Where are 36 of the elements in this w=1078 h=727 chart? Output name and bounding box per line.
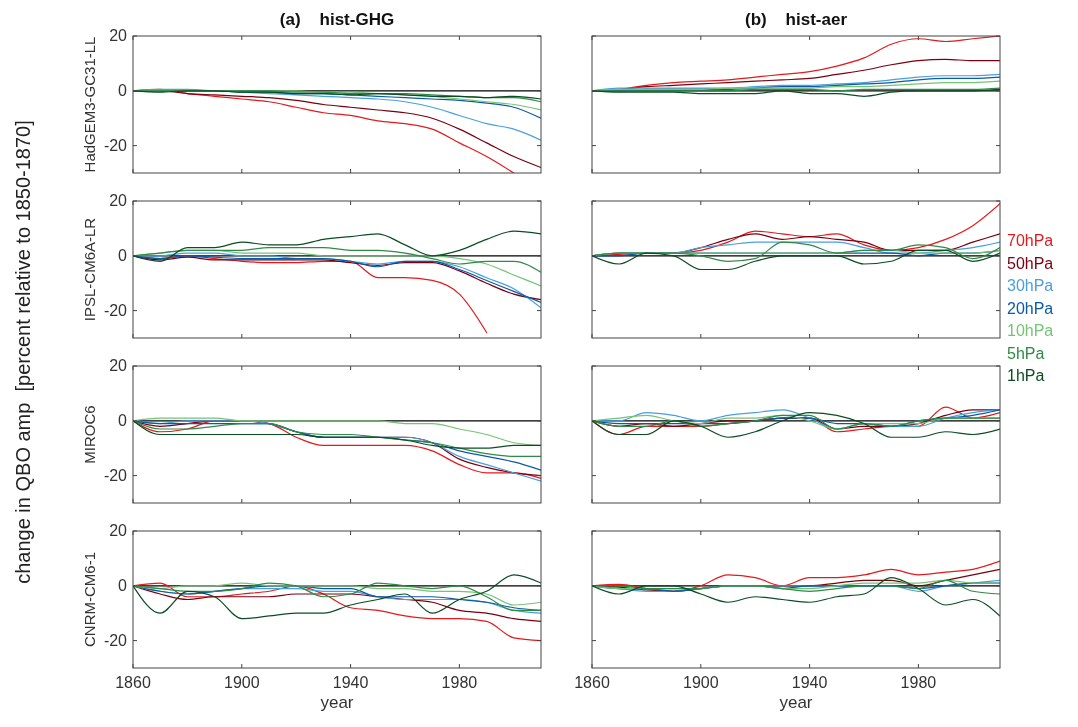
- y-tick-label: 20: [109, 27, 128, 44]
- text: 20hPa: [1007, 299, 1054, 317]
- series-label: 70hPa: [1007, 232, 1054, 249]
- y-axis-title: CNRM-CM6-1: [81, 552, 98, 647]
- y-tick-label: -20: [103, 631, 128, 649]
- x-tick-label: 1940: [332, 674, 369, 691]
- x-tick-label: 1860: [115, 674, 151, 691]
- y-tick-label: 20: [109, 357, 128, 374]
- y-tick-label: 20: [109, 522, 128, 539]
- y-axis-title: HadGEM3-GC31-LL: [81, 36, 98, 173]
- text: 30hPa: [1007, 277, 1054, 294]
- x-axis-title: year: [320, 693, 354, 712]
- y-axis-title: IPSL-CM6A-LR: [81, 217, 98, 322]
- x-tick-label: 1980: [441, 674, 478, 691]
- x-tick-label: 1980: [900, 674, 937, 691]
- text: 5hPa: [1007, 344, 1045, 362]
- text: 1hPa: [1007, 367, 1045, 384]
- x-tick-label: 1900: [224, 674, 260, 691]
- series-label: 50hPa: [1007, 254, 1054, 272]
- y-tick-label: 0: [118, 576, 128, 594]
- y-tick-label: -20: [103, 466, 128, 484]
- x-axis-title: year: [779, 693, 813, 712]
- y-tick-label: -20: [103, 301, 128, 319]
- y-tick-label: 0: [118, 411, 128, 429]
- x-tick-label: 1900: [683, 674, 719, 691]
- x-tick-label: 1940: [791, 674, 828, 691]
- text: change in QBO amp [percent relative to 1850-1870]: [12, 120, 34, 584]
- y-tick-label: 20: [109, 192, 128, 209]
- y-tick-label: -20: [103, 136, 128, 154]
- y-tick-label: 0: [118, 81, 128, 99]
- y-axis-title: MIROC6: [81, 405, 98, 464]
- y-tick-label: 0: [118, 246, 128, 264]
- x-tick-label: 1860: [574, 674, 610, 691]
- chart-title: (b) hist-aer: [744, 10, 848, 29]
- text: 10hPa: [1007, 322, 1054, 339]
- chart-title: (a) hist-GHG: [279, 10, 395, 29]
